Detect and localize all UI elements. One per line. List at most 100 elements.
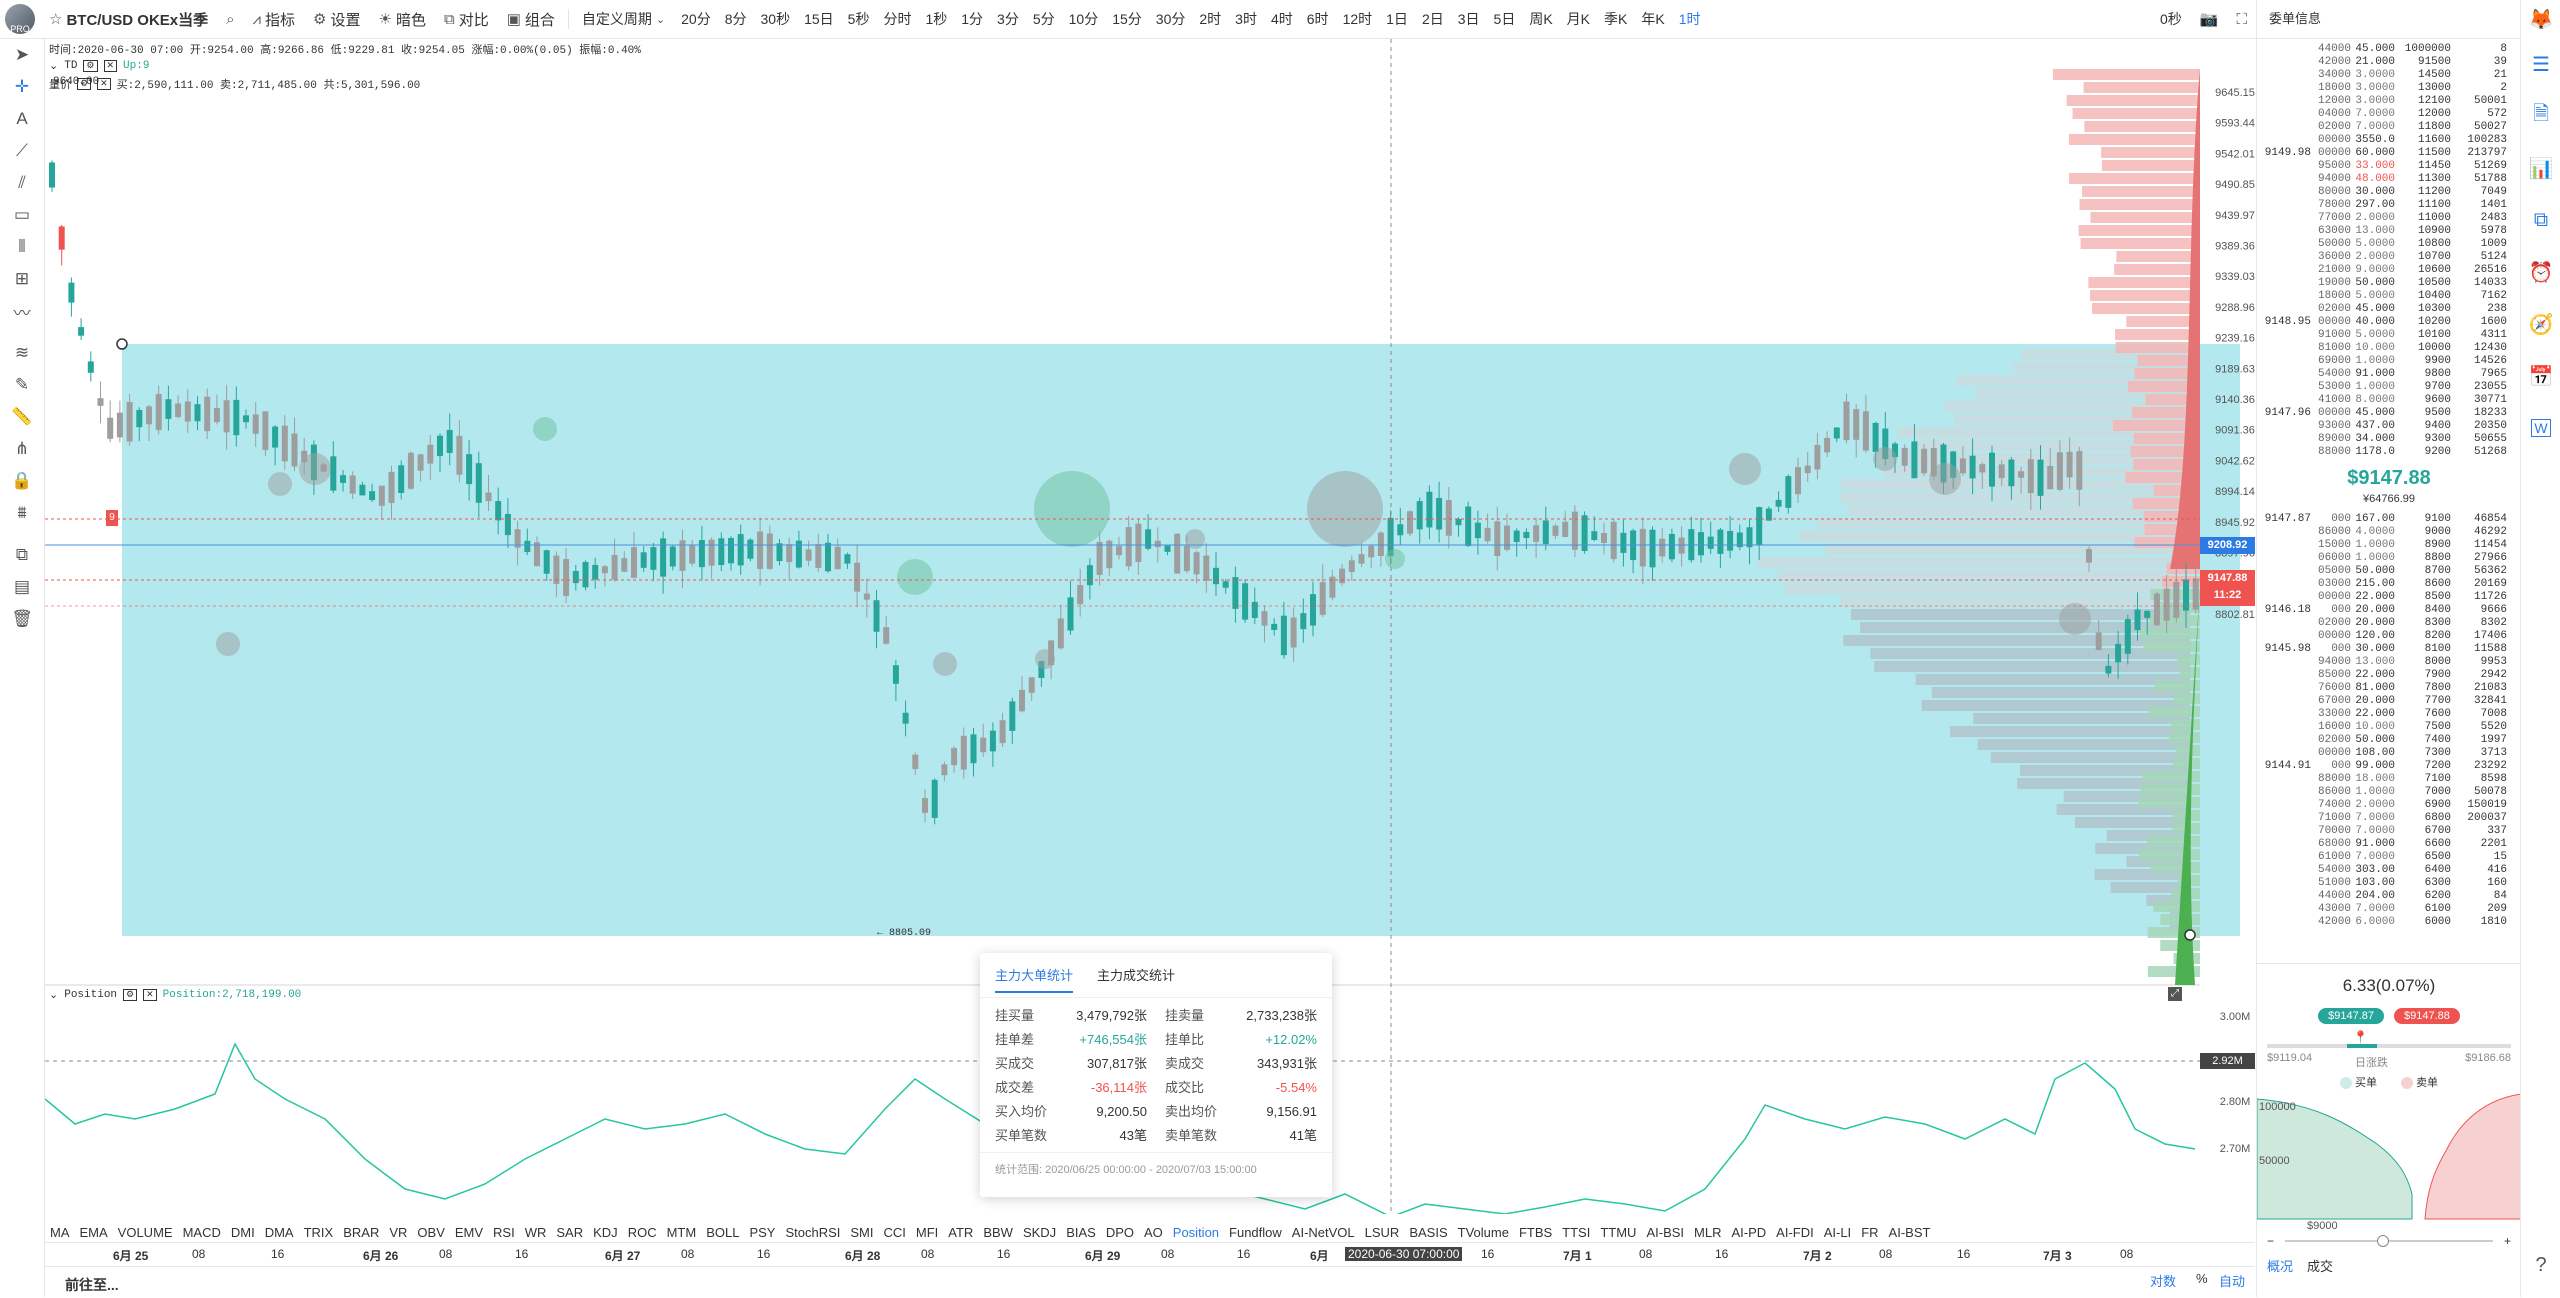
line-tool[interactable]: ⟋	[0, 135, 44, 167]
order-book-row[interactable]: 21000 9.0000 10600 26516	[2263, 264, 2515, 277]
order-book-row[interactable]: 36000 2.0000 10700 5124	[2263, 251, 2515, 264]
indicator-trix[interactable]: TRIX	[303, 1224, 334, 1240]
order-book-row[interactable]: 9149.98 00000 60.000 11500 213797	[2263, 147, 2515, 160]
indicator-bbw[interactable]: BBW	[983, 1224, 1013, 1240]
indicator-emv[interactable]: EMV	[454, 1224, 484, 1240]
period-5[interactable]: 分时	[883, 11, 912, 27]
order-book-row[interactable]: 69000 1.0000 9900 14526	[2263, 355, 2515, 368]
order-book-row[interactable]: 44000 45.000 1000000 8	[2263, 43, 2515, 56]
period-15[interactable]: 4时	[1270, 11, 1293, 27]
magnet-tool[interactable]: ⋔	[0, 433, 44, 465]
order-book-row[interactable]: 00000 22.000 8500 11726	[2263, 591, 2515, 604]
buy-price-button[interactable]: $9147.87	[2318, 1008, 2384, 1024]
symbol-selector[interactable]: ☆ BTC/USD OKEx当季	[40, 0, 217, 38]
sell-price-button[interactable]: $9147.88	[2394, 1008, 2460, 1024]
order-book-row[interactable]: 9145.98 000 30.000 8100 11588	[2263, 643, 2515, 656]
dark-mode-button[interactable]: ☀ 暗色	[370, 0, 435, 38]
order-book-row[interactable]: 02000 45.000 10300 238	[2263, 303, 2515, 316]
help-button[interactable]: ?	[2521, 1239, 2560, 1291]
indicator-stochrsi[interactable]: StochRSI	[785, 1224, 841, 1240]
order-bubble[interactable]	[1035, 649, 1055, 669]
tab-trades[interactable]: 成交	[2307, 1259, 2334, 1274]
depth-chart[interactable]: 100000 50000	[2257, 1094, 2521, 1224]
order-book-row[interactable]: 9146.18 000 20.000 8400 9666	[2263, 604, 2515, 617]
indicator-boll[interactable]: BOLL	[706, 1224, 740, 1240]
volume-close-icon[interactable]: ✕	[97, 78, 111, 90]
order-book-row[interactable]: 88000 18.000 7100 8598	[2263, 773, 2515, 786]
order-book-row[interactable]: 9147.87 000 167.00 9100 46854	[2263, 513, 2515, 526]
order-bubble[interactable]	[1873, 447, 1897, 471]
app-logo[interactable]: PRO	[0, 0, 40, 38]
order-book-row[interactable]: 78000 297.00 11100 1401	[2263, 199, 2515, 212]
order-book-row[interactable]: 03000 215.00 8600 20169	[2263, 578, 2515, 591]
order-book-row[interactable]: 43000 7.0000 6100 209	[2263, 903, 2515, 916]
ruler-tool[interactable]: 📏	[0, 401, 44, 433]
indicator-ai-bst[interactable]: AI-BST	[1888, 1224, 1931, 1240]
td-settings-icon[interactable]: ⚙	[83, 60, 98, 72]
indicator-kdj[interactable]: KDJ	[593, 1224, 618, 1240]
fullscreen-button[interactable]: ⛶	[2227, 0, 2256, 38]
layers-tool[interactable]: ⧉	[0, 539, 44, 571]
lock-tool[interactable]: 🔒	[0, 465, 44, 497]
indicator-ftbs[interactable]: FTBS	[1518, 1224, 1553, 1240]
indicator-tvolume[interactable]: TVolume	[1457, 1224, 1509, 1240]
order-book-row[interactable]: 50000 5.0000 10800 1009	[2263, 238, 2515, 251]
goto-button[interactable]: 前往至...	[65, 1277, 119, 1293]
pane-maximize-icon[interactable]: ⤢	[2168, 987, 2182, 1001]
indicator-ma[interactable]: MA	[50, 1224, 70, 1240]
order-book-row[interactable]: 02000 50.000 7400 1997	[2263, 734, 2515, 747]
tab-main-trades[interactable]: 主力成交统计	[1097, 968, 1176, 983]
indicator-smi[interactable]: SMI	[850, 1224, 874, 1240]
zoom-in-icon[interactable]: +	[2503, 1234, 2511, 1248]
search-button[interactable]: ⌕	[217, 0, 243, 38]
order-bubble[interactable]	[1185, 529, 1205, 549]
order-bubble[interactable]	[933, 652, 957, 676]
order-book-row[interactable]: 00000 108.00 7300 3713	[2263, 747, 2515, 760]
indicator-ai-pd[interactable]: AI-PD	[1731, 1224, 1767, 1240]
indicator-bias[interactable]: BIAS	[1066, 1224, 1096, 1240]
fib-tool[interactable]: ≋	[0, 337, 44, 369]
indicator-atr[interactable]: ATR	[948, 1224, 974, 1240]
period-6[interactable]: 1秒	[925, 11, 948, 27]
period-10[interactable]: 10分	[1068, 11, 1099, 27]
order-book-row[interactable]: 85000 22.000 7900 2942	[2263, 669, 2515, 682]
order-book-row[interactable]: 34000 3.0000 14500 21	[2263, 69, 2515, 82]
tab-overview[interactable]: 概况	[2267, 1259, 2294, 1274]
auto-scale-button[interactable]: 自动	[2219, 1274, 2246, 1289]
chart-area[interactable]: 9645.15 9593.44 9542.01 9490.85 9439.97 9389.…	[45, 39, 2255, 1214]
watchlist-button[interactable]: 🗎	[2521, 90, 2560, 142]
indicator-ema[interactable]: EMA	[79, 1224, 108, 1240]
period-0[interactable]: 20分	[681, 11, 711, 27]
order-book-row[interactable]: 91000 5.0000 10100 4311	[2263, 329, 2515, 342]
order-book-row[interactable]: 42000 21.000 91500 39	[2263, 56, 2515, 69]
wave-tool[interactable]: 〰	[0, 295, 44, 327]
pattern-tool[interactable]: ⩩	[0, 497, 44, 529]
box-handle-top-left[interactable]	[116, 338, 128, 350]
period-13[interactable]: 2时	[1199, 11, 1222, 27]
order-bubble[interactable]	[533, 417, 557, 441]
indicator-position[interactable]: Position	[1172, 1224, 1220, 1240]
period-12[interactable]: 30分	[1155, 11, 1186, 27]
indicator-psy[interactable]: PSY	[749, 1224, 776, 1240]
collapse-icon[interactable]: ⌄	[49, 61, 59, 73]
order-book-row[interactable]: 04000 7.0000 12000 572	[2263, 108, 2515, 121]
order-book-row[interactable]: 54000 303.00 6400 416	[2263, 864, 2515, 877]
order-book-row[interactable]: 86000 4.0000 9000 46292	[2263, 526, 2515, 539]
indicator-cci[interactable]: CCI	[883, 1224, 906, 1240]
w-button[interactable]: W	[2521, 402, 2560, 454]
indicator-wr[interactable]: WR	[524, 1224, 547, 1240]
period-23[interactable]: 月K	[1566, 11, 1591, 27]
delete-tool[interactable]: 🗑	[0, 603, 44, 635]
brush-tool[interactable]: ✎	[0, 369, 44, 401]
indicator-dpo[interactable]: DPO	[1105, 1224, 1134, 1240]
order-book-row[interactable]: 05000 50.000 8700 56362	[2263, 565, 2515, 578]
indicator-basis[interactable]: BASIS	[1409, 1224, 1448, 1240]
order-bubble[interactable]	[216, 632, 240, 656]
indicator-sar[interactable]: SAR	[556, 1224, 584, 1240]
volume-settings-icon[interactable]: ⚙	[77, 78, 92, 90]
order-bubble[interactable]	[268, 472, 292, 496]
order-book-row[interactable]: 70000 7.0000 6700 337	[2263, 825, 2515, 838]
order-book-row[interactable]: 80000 30.000 11200 7049	[2263, 186, 2515, 199]
indicator-button[interactable]: ⩘ 指标	[244, 0, 304, 38]
order-book-row[interactable]: 00000 120.00 8200 17406	[2263, 630, 2515, 643]
